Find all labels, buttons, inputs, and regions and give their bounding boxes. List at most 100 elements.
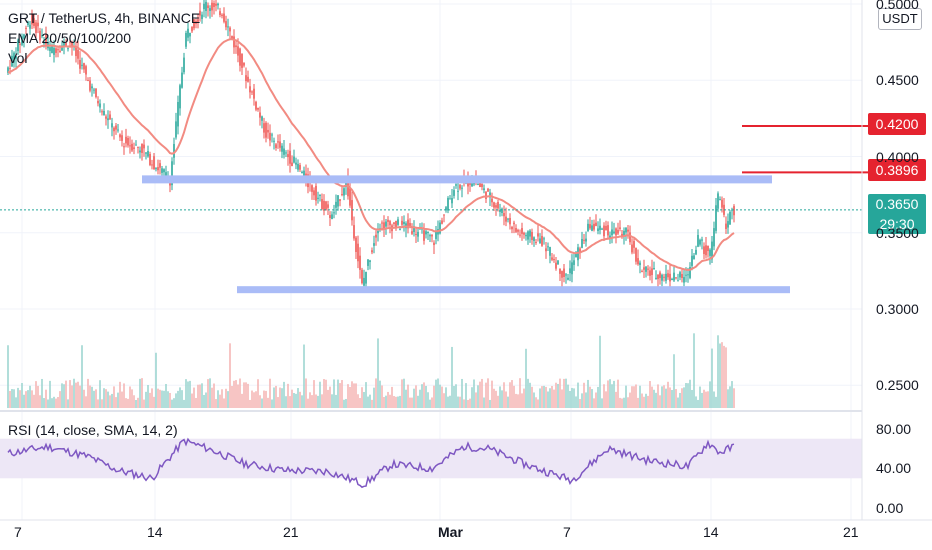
volume-bar — [69, 380, 71, 408]
volume-bar — [393, 396, 395, 408]
candle — [297, 163, 299, 170]
volume-bar — [563, 378, 565, 408]
candle — [107, 118, 109, 121]
volume-bar — [513, 385, 515, 408]
volume-bar — [123, 383, 125, 408]
candle — [457, 190, 459, 192]
symbol-title[interactable]: GRT / TetherUS, 4h, BINANCE — [8, 10, 201, 26]
volume-bar — [197, 384, 199, 408]
candle — [423, 230, 425, 241]
volume-bar — [221, 389, 223, 408]
volume-bar — [369, 394, 371, 408]
volume-bar — [219, 394, 221, 408]
candle — [487, 188, 489, 192]
candle — [185, 33, 187, 47]
volume-bars — [7, 333, 735, 408]
volume-bar — [389, 394, 391, 408]
candle — [295, 162, 297, 165]
volume-bar — [273, 387, 275, 408]
volume-bar — [215, 399, 217, 408]
candle — [515, 228, 517, 232]
volume-bar — [621, 398, 623, 408]
volume-bar — [129, 386, 131, 408]
rsi-label[interactable]: RSI (14, close, SMA, 14, 2) — [8, 422, 178, 438]
volume-bar — [21, 382, 23, 408]
time-tick-label: Mar — [438, 524, 463, 540]
candle — [565, 274, 567, 276]
volume-bar — [319, 381, 321, 408]
volume-bar — [151, 388, 153, 408]
volume-bar — [485, 382, 487, 408]
volume-bar — [441, 386, 443, 408]
candle — [25, 27, 27, 29]
volume-bar — [533, 392, 535, 408]
rsi-band — [0, 438, 862, 479]
candle — [317, 197, 319, 199]
volume-bar — [51, 398, 53, 408]
volume-bar — [411, 397, 413, 408]
volume-bar — [503, 382, 505, 408]
volume-bar — [673, 354, 675, 408]
candle — [587, 223, 589, 232]
volume-bar — [99, 380, 101, 408]
volume-bar — [217, 390, 219, 408]
candle — [495, 205, 497, 208]
volume-bar — [249, 399, 251, 408]
volume-bar — [373, 387, 375, 408]
volume-bar — [671, 390, 673, 408]
candle — [369, 260, 371, 263]
volume-bar — [493, 388, 495, 408]
volume-bar — [459, 396, 461, 408]
indicator-ema-label[interactable]: EMA 20/50/100/200 — [8, 30, 131, 46]
volume-bar — [659, 395, 661, 408]
volume-bar — [565, 378, 567, 408]
candle — [211, 2, 213, 11]
candle — [235, 45, 237, 48]
volume-bar — [149, 392, 151, 408]
candle — [431, 234, 433, 237]
candle — [365, 271, 367, 284]
candle — [627, 229, 629, 232]
volume-bar — [465, 383, 467, 408]
candle — [357, 243, 359, 262]
volume-bar — [521, 393, 523, 408]
volume-bar — [467, 399, 469, 408]
volume-bar — [303, 344, 305, 408]
candle — [63, 41, 65, 46]
volume-bar — [229, 343, 231, 408]
volume-bar — [573, 388, 575, 408]
volume-bar — [377, 338, 379, 408]
volume-bar — [235, 380, 237, 408]
volume-bar — [307, 398, 309, 408]
candle — [571, 262, 573, 275]
candle — [433, 242, 435, 246]
candle — [243, 62, 245, 66]
candle — [429, 235, 431, 237]
candle — [453, 190, 455, 196]
volume-bar — [537, 399, 539, 408]
candle — [353, 225, 355, 239]
candle — [101, 111, 103, 113]
volume-bar — [13, 389, 15, 408]
candle — [553, 258, 555, 261]
volume-bar — [277, 397, 279, 408]
candle — [711, 241, 713, 260]
candle — [269, 132, 271, 141]
candle — [425, 231, 427, 235]
volume-bar — [609, 379, 611, 408]
volume-bar — [557, 383, 559, 408]
currency-unit-button[interactable]: USDT — [878, 8, 922, 30]
volume-bar — [419, 389, 421, 408]
candle — [721, 199, 723, 208]
rsi-line — [7, 437, 735, 489]
candle — [165, 172, 167, 178]
candle — [525, 234, 527, 237]
candle — [239, 48, 241, 66]
candle — [259, 112, 261, 118]
volume-bar — [413, 388, 415, 408]
candle — [521, 228, 523, 234]
volume-bar — [395, 396, 397, 408]
volume-bar — [605, 391, 607, 408]
indicator-volume-label[interactable]: Vol — [8, 50, 28, 66]
